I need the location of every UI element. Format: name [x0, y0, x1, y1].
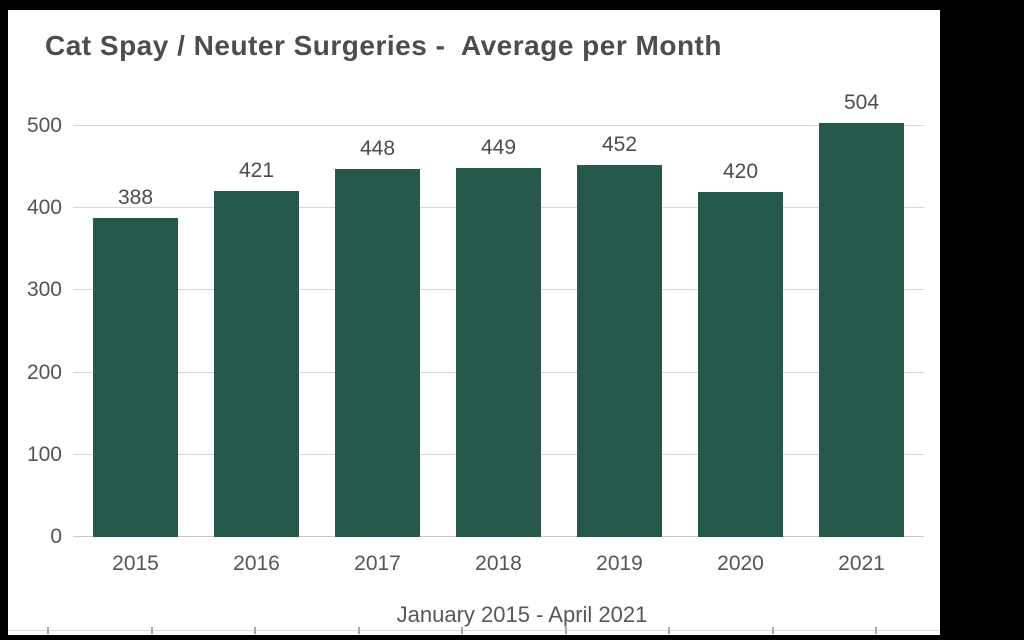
value-label-2017: 448 — [359, 136, 396, 160]
footer-ruler-tick — [771, 627, 774, 634]
y-axis-tick-label-200: 200 — [26, 360, 62, 384]
chart-subtitle: January 2015 - April 2021 — [396, 602, 648, 627]
footer-ruler-tick — [564, 627, 567, 634]
x-axis-label-2017: 2017 — [354, 552, 401, 575]
y-axis-tick-label-300: 300 — [26, 278, 62, 302]
footer-ruler-tick — [668, 627, 670, 634]
x-axis-label-2021: 2021 — [838, 552, 885, 575]
footer-ruler-tick — [357, 627, 360, 634]
bar-2019 — [577, 165, 662, 537]
bar-2015 — [93, 218, 178, 537]
chart-title: Cat Spay / Neuter Surgeries - Average pe… — [45, 30, 722, 61]
bar-2017 — [335, 168, 420, 537]
footer-ruler-tick — [875, 627, 877, 634]
footer-ruler-tick — [150, 627, 153, 634]
x-axis-label-2015: 2015 — [112, 552, 159, 575]
y-axis-tick-label-0: 0 — [50, 525, 62, 548]
chart-slide: Cat Spay / Neuter Surgeries - Average pe… — [8, 10, 940, 635]
value-label-2019: 452 — [601, 133, 638, 157]
footer-ruler-tick — [47, 627, 49, 634]
y-axis-tick-label-400: 400 — [26, 196, 62, 220]
value-label-2015: 388 — [117, 186, 154, 210]
gridline-500 — [73, 125, 924, 126]
bar-2016 — [214, 190, 299, 537]
bar-2020 — [698, 191, 783, 537]
value-label-2018: 449 — [480, 135, 517, 159]
footer-ruler-tick — [254, 627, 256, 634]
value-label-2021: 504 — [843, 90, 880, 114]
x-axis-label-2018: 2018 — [475, 552, 522, 575]
bar-2018 — [456, 167, 541, 537]
y-axis-tick-label-100: 100 — [26, 442, 62, 466]
value-label-2016: 421 — [238, 158, 275, 182]
x-axis-label-2020: 2020 — [717, 552, 764, 575]
x-axis-label-2019: 2019 — [596, 552, 643, 575]
footer-ruler-line — [8, 630, 940, 631]
plot-area: 388 421 448 449 452 420 504 — [73, 91, 924, 537]
value-label-2020: 420 — [722, 159, 759, 183]
y-axis-tick-label-500: 500 — [26, 114, 62, 137]
x-axis-label-2016: 2016 — [233, 552, 280, 575]
bar-2021 — [819, 122, 904, 537]
footer-ruler-tick — [461, 627, 463, 634]
